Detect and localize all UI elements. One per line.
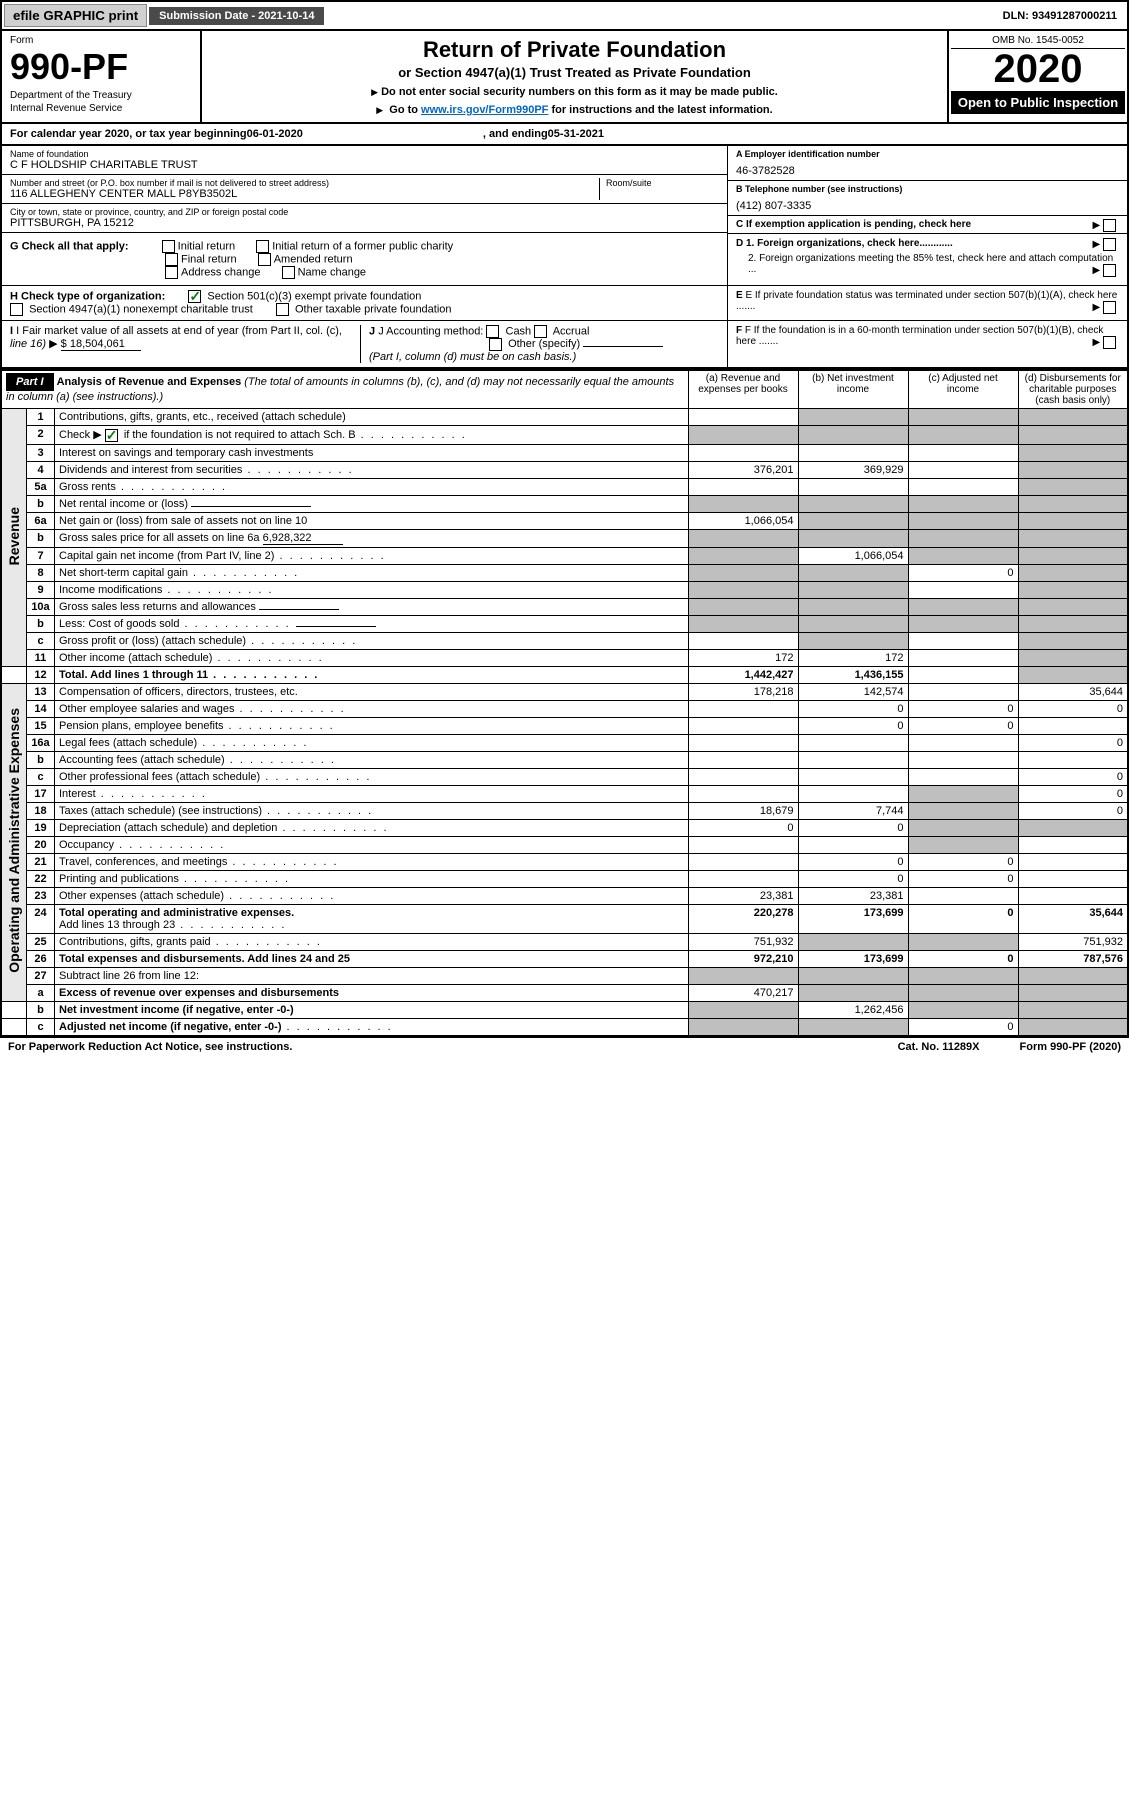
d-foreign-section: D 1. Foreign organizations, check here..… (727, 234, 1127, 285)
efile-print-button[interactable]: efile GRAPHIC print (4, 4, 147, 27)
form-title: Return of Private Foundation (222, 37, 927, 63)
501c3-checkbox[interactable] (188, 290, 201, 303)
final-return-checkbox[interactable] (165, 253, 178, 266)
paperwork-notice: For Paperwork Reduction Act Notice, see … (8, 1041, 292, 1053)
part1-table: Part I Analysis of Revenue and Expenses … (0, 369, 1129, 1037)
open-public-badge: Open to Public Inspection (951, 91, 1125, 114)
city-cell: City or town, state or province, country… (2, 204, 727, 233)
revenue-side-label: Revenue (1, 409, 27, 667)
form-header: Form 990-PF Department of the Treasury I… (0, 31, 1129, 124)
form-ref: Form 990-PF (2020) (1020, 1041, 1121, 1053)
telephone-cell: B Telephone number (see instructions) (4… (728, 181, 1127, 216)
foreign-org-checkbox[interactable] (1103, 238, 1116, 251)
h-org-type-section: H Check type of organization: Section 50… (2, 286, 727, 320)
fmv-value: $ 18,504,061 (61, 338, 141, 351)
address-change-checkbox[interactable] (165, 266, 178, 279)
ij-section: I I Fair market value of all assets at e… (2, 321, 727, 367)
cash-checkbox[interactable] (486, 325, 499, 338)
f-termination-section: F F If the foundation is in a 60-month t… (727, 321, 1127, 367)
calendar-year-row: For calendar year 2020, or tax year begi… (0, 124, 1129, 146)
foreign-85-checkbox[interactable] (1103, 264, 1116, 277)
amended-return-checkbox[interactable] (258, 253, 271, 266)
instruction-1: Do not enter social security numbers on … (222, 86, 927, 98)
e-terminated-section: E E If private foundation status was ter… (727, 286, 1127, 320)
year-block: OMB No. 1545-0052 2020 Open to Public In… (947, 31, 1127, 122)
other-taxable-checkbox[interactable] (276, 303, 289, 316)
col-d-header: (d) Disbursements for charitable purpose… (1018, 370, 1128, 409)
form-subtitle: or Section 4947(a)(1) Trust Treated as P… (222, 65, 927, 80)
60month-checkbox[interactable] (1103, 336, 1116, 349)
initial-former-checkbox[interactable] (256, 240, 269, 253)
name-change-checkbox[interactable] (282, 266, 295, 279)
col-c-header: (c) Adjusted net income (908, 370, 1018, 409)
col-a-header: (a) Revenue and expenses per books (688, 370, 798, 409)
dept-text: Department of the Treasury (10, 90, 192, 101)
form-number: 990-PF (10, 46, 192, 88)
col-b-header: (b) Net investment income (798, 370, 908, 409)
ein-cell: A Employer identification number 46-3782… (728, 146, 1127, 181)
expenses-side-label: Operating and Administrative Expenses (1, 683, 27, 1001)
schb-checkbox[interactable] (105, 429, 118, 442)
instruction-2: Go to www.irs.gov/Form990PF for instruct… (222, 104, 927, 116)
initial-return-checkbox[interactable] (162, 240, 175, 253)
exemption-checkbox[interactable] (1103, 219, 1116, 232)
cat-number: Cat. No. 11289X (898, 1041, 980, 1053)
form-id-block: Form 990-PF Department of the Treasury I… (2, 31, 202, 122)
identity-section: Name of foundation C F HOLDSHIP CHARITAB… (0, 146, 1129, 234)
address-cell: Number and street (or P.O. box number if… (2, 175, 727, 204)
foundation-name-cell: Name of foundation C F HOLDSHIP CHARITAB… (2, 146, 727, 175)
accrual-checkbox[interactable] (534, 325, 547, 338)
dln-number: DLN: 93491287000211 (993, 7, 1127, 25)
irs-text: Internal Revenue Service (10, 103, 192, 114)
4947-checkbox[interactable] (10, 303, 23, 316)
other-method-checkbox[interactable] (489, 338, 502, 351)
form-link[interactable]: www.irs.gov/Form990PF (421, 104, 548, 116)
g-check-section: G Check all that apply: Initial return I… (2, 234, 727, 285)
page-footer: For Paperwork Reduction Act Notice, see … (0, 1037, 1129, 1056)
part1-label: Part I (6, 373, 54, 391)
submission-date: Submission Date - 2021-10-14 (149, 7, 324, 25)
exemption-pending-cell: C If exemption application is pending, c… (728, 216, 1127, 234)
terminated-checkbox[interactable] (1103, 301, 1116, 314)
form-label: Form (10, 35, 192, 46)
title-block: Return of Private Foundation or Section … (202, 31, 947, 122)
top-bar: efile GRAPHIC print Submission Date - 20… (0, 0, 1129, 31)
tax-year: 2020 (951, 49, 1125, 89)
